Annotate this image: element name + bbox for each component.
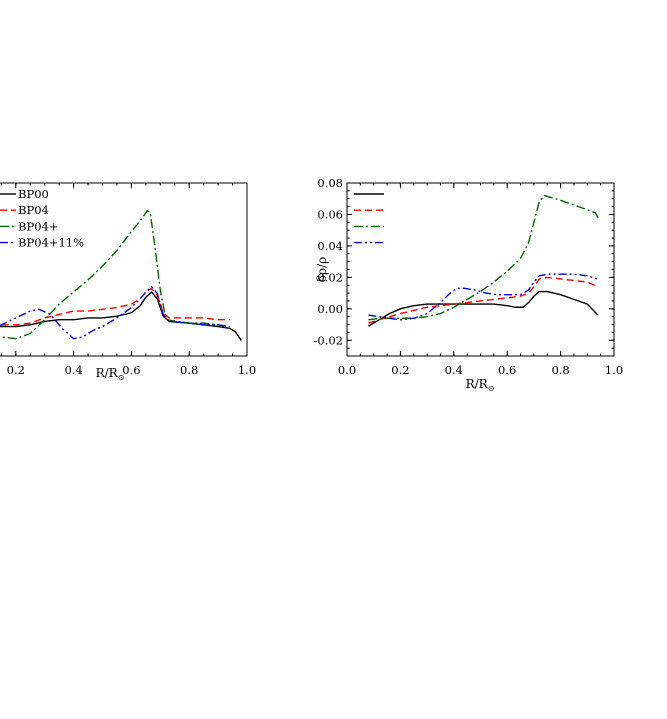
series-line-bp04-: [0, 209, 230, 340]
x-axis-label-subscript: ⊙: [118, 373, 125, 382]
x-tick-label: 0.6: [122, 363, 140, 377]
x-tick-label: 0.4: [445, 363, 463, 377]
series-line-bp04: [368, 276, 599, 324]
x-axis-label: R/R⊙: [96, 366, 125, 382]
legend-entry: BP04+11%: [18, 236, 84, 250]
y-axis-label: δρ/ρ: [315, 257, 329, 282]
y-tick-label: 0.02: [317, 270, 343, 284]
series-line-bp04: [0, 287, 230, 326]
series-line-bp00: [368, 290, 599, 327]
y-tick-label: 0.08: [317, 176, 343, 190]
legend-entry: BP04: [18, 203, 49, 217]
chart-right: 0.0 0.2 0.4 0.6 0.8 1.0 -0.02 0.00 0.02 0.04 0.06 0…: [314, 176, 624, 393]
chart-left: 0.2 0.4 0.6 0.8 1.0 R/R⊙ BP00 BP04 BP04+ BP04+11%: [0, 182, 256, 382]
x-axis-label-text: R/R: [96, 366, 119, 380]
legend-entry: BP04+: [18, 219, 58, 233]
x-axis-label: R/R⊙: [466, 377, 495, 393]
y-tick-label: 0.04: [317, 239, 343, 253]
x-tick-label: 0.8: [551, 363, 569, 377]
series-line-bp04-11-: [368, 273, 599, 321]
y-tick-label: 0.06: [317, 207, 343, 221]
y-tick-label: -0.02: [314, 333, 344, 347]
plot-frame: [346, 182, 615, 357]
x-tick-label: 0.0: [338, 363, 356, 377]
x-axis-label-subscript: ⊙: [488, 384, 495, 393]
y-tick-label: 0.00: [317, 302, 343, 316]
x-axis-label-text: R/R: [466, 377, 489, 391]
legend-entry: BP00: [18, 187, 49, 201]
x-tick-label: 1.0: [238, 363, 256, 377]
x-tick-label: 0.2: [7, 363, 25, 377]
x-tick-label: 0.2: [391, 363, 409, 377]
x-tick-label: 1.0: [605, 363, 623, 377]
series-line-bp04-11-: [0, 286, 230, 340]
series-line-bp04-: [368, 194, 599, 321]
series-line-bp00: [0, 291, 242, 341]
x-tick-label: 0.8: [180, 363, 198, 377]
x-tick-label: 0.6: [498, 363, 516, 377]
x-tick-label: 0.4: [64, 363, 82, 377]
